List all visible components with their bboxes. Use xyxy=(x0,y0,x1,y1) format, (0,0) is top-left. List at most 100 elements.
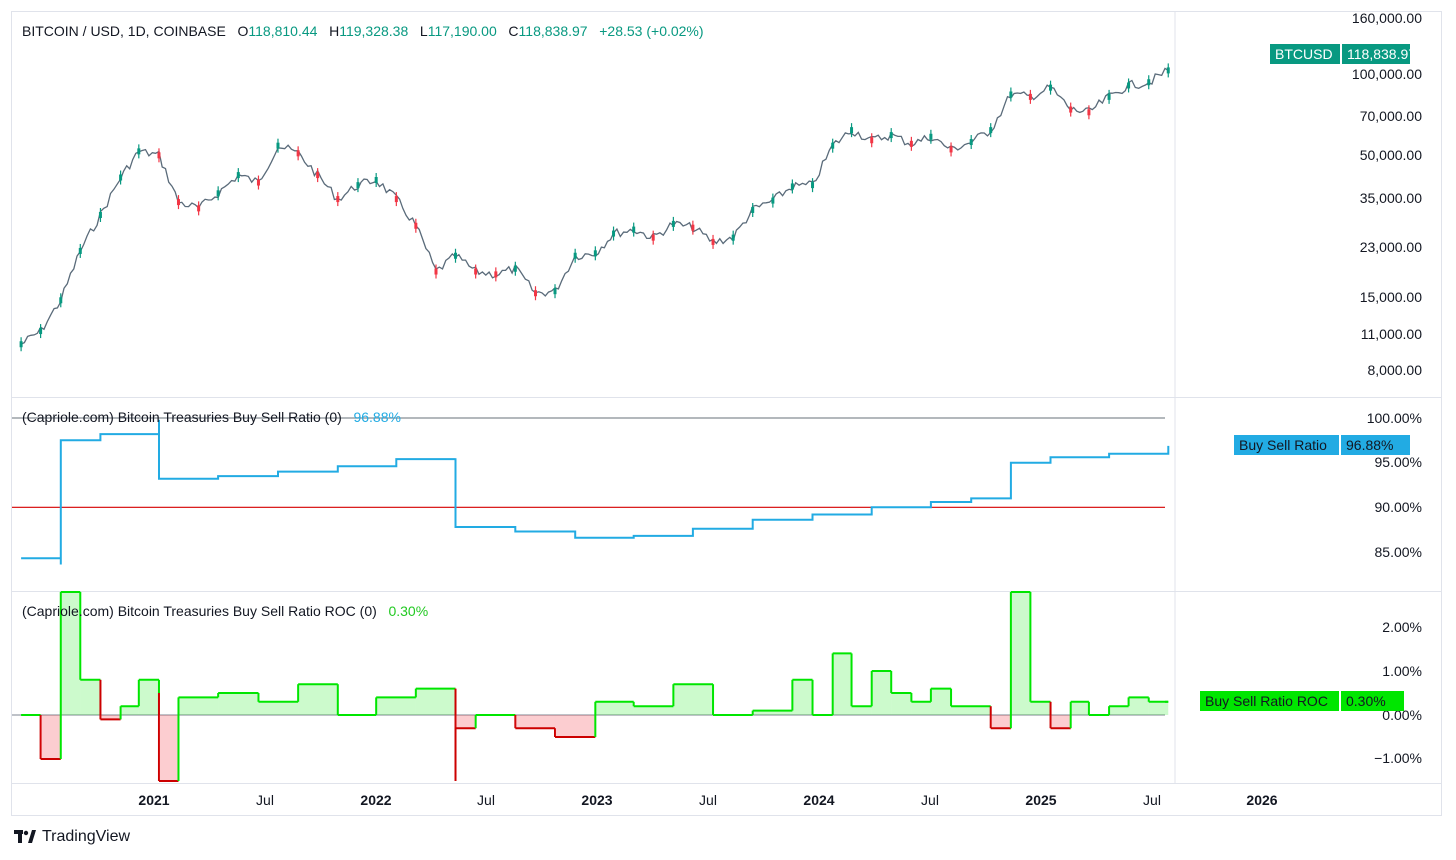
price-candle-body xyxy=(1087,109,1091,116)
bsr-last-value: 96.88% xyxy=(353,409,401,425)
roc-area-segment xyxy=(990,715,1011,729)
roc-area-segment xyxy=(871,671,892,715)
time-label: 2023 xyxy=(581,792,613,808)
price-candle-body xyxy=(790,183,794,190)
price-tick: 15,000.00 xyxy=(1359,289,1422,305)
roc-area-segment xyxy=(515,715,556,729)
tradingview-logo[interactable]: TradingView xyxy=(14,828,130,846)
price-tick: 70,000.00 xyxy=(1359,108,1422,124)
price-tick: 50,000.00 xyxy=(1359,147,1422,163)
time-label: 2026 xyxy=(1246,792,1278,808)
price-candle-body xyxy=(651,234,655,241)
roc-area-segment xyxy=(930,688,952,715)
price-candle-body xyxy=(533,290,537,297)
ohlc-legend: BITCOIN / USD, 1D, COINBASE O118,810.44 … xyxy=(22,23,704,39)
price-candle-body xyxy=(1166,67,1170,74)
price-candle-body xyxy=(414,222,418,229)
price-candle-body xyxy=(356,182,360,189)
roc-area-segment xyxy=(60,592,81,715)
price-tick: 23,000.00 xyxy=(1359,239,1422,255)
price-candle-body xyxy=(1049,84,1053,91)
chart-frame xyxy=(11,11,1442,816)
price-candle-body xyxy=(236,172,240,179)
price-candle-body xyxy=(949,146,953,153)
price-candle-body xyxy=(1069,106,1073,113)
price-candle-body xyxy=(632,226,636,233)
price-candle-body xyxy=(78,247,82,254)
price-candle-body xyxy=(59,297,63,304)
price-candle-body xyxy=(771,197,775,204)
price-tick: 100,000.00 xyxy=(1351,66,1422,82)
high-key: H xyxy=(329,23,340,39)
price-candle-body xyxy=(831,142,835,149)
roc-name-tag: Buy Sell Ratio ROC xyxy=(1200,691,1339,711)
roc-area-segment xyxy=(120,706,139,715)
price-tick: 11,000.00 xyxy=(1360,326,1422,342)
price-candle-body xyxy=(909,140,913,147)
bsr-title[interactable]: (Capriole.com) Bitcoin Treasuries Buy Se… xyxy=(22,409,342,425)
price-candle-body xyxy=(256,179,260,186)
price-candle-body xyxy=(374,177,378,184)
price-candle-body xyxy=(513,265,517,272)
roc-area-segment xyxy=(1070,701,1089,715)
roc-area-segment xyxy=(832,653,852,715)
time-label: 2022 xyxy=(360,792,392,808)
price-candle-body xyxy=(336,196,340,203)
price-candle-body xyxy=(494,271,498,278)
roc-area-segment xyxy=(376,697,416,715)
price-candle-body xyxy=(119,174,123,181)
roc-tick: 2.00% xyxy=(1382,619,1422,635)
bsr-pane-divider xyxy=(11,591,1442,592)
price-candle-body xyxy=(573,252,577,259)
roc-area-segment xyxy=(40,715,61,759)
price-candle-body xyxy=(731,234,735,241)
roc-title[interactable]: (Capriole.com) Bitcoin Treasuries Buy Se… xyxy=(22,603,377,619)
time-label: 2021 xyxy=(138,792,170,808)
roc-area-segment xyxy=(951,706,991,715)
price-tick: 160,000.00 xyxy=(1351,10,1422,26)
time-label: Jul xyxy=(256,792,274,808)
close-key: C xyxy=(508,23,519,39)
roc-area-segment xyxy=(633,706,674,715)
low-key: L xyxy=(419,23,428,39)
roc-tick: −1.00% xyxy=(1374,750,1422,766)
roc-tick: 0.00% xyxy=(1382,707,1422,723)
price-candle-body xyxy=(197,205,201,212)
price-candle-body xyxy=(1028,93,1032,100)
roc-area-segment xyxy=(100,715,121,720)
time-label: 2024 xyxy=(803,792,835,808)
bsr-tick: 95.00% xyxy=(1374,454,1422,470)
btcusd-value-tag: 118,838.97 xyxy=(1342,44,1416,64)
price-candle-body xyxy=(711,238,715,245)
price-candle-body xyxy=(394,196,398,203)
price-candle-body xyxy=(553,288,557,295)
roc-area-segment xyxy=(1030,701,1051,715)
roc-value-tag: 0.30% xyxy=(1341,691,1404,711)
footer-brand: TradingView xyxy=(42,828,131,845)
roc-tick: 1.00% xyxy=(1382,663,1422,679)
roc-area-segment xyxy=(911,701,931,715)
roc-area-segment xyxy=(792,679,813,715)
roc-area-segment xyxy=(298,684,338,715)
price-candle-body xyxy=(1127,82,1131,89)
time-axis-divider xyxy=(11,783,1442,784)
roc-last-value: 0.30% xyxy=(388,603,429,619)
price-candle-body xyxy=(671,220,675,227)
price-candle-body xyxy=(454,252,458,259)
price-candle-body xyxy=(474,268,478,275)
high-value: 119,328.38 xyxy=(339,23,409,39)
price-candle-body xyxy=(850,127,854,134)
close-value: 118,838.97 xyxy=(518,23,588,39)
price-candle-body xyxy=(216,190,220,197)
bsr-legend: (Capriole.com) Bitcoin Treasuries Buy Se… xyxy=(22,409,401,425)
symbol-title[interactable]: BITCOIN / USD, 1D, COINBASE xyxy=(22,23,226,39)
roc-area-segment xyxy=(1128,697,1149,715)
roc-legend: (Capriole.com) Bitcoin Treasuries Buy Se… xyxy=(22,603,428,619)
bsr-tick: 90.00% xyxy=(1374,499,1422,515)
time-label: Jul xyxy=(1143,792,1161,808)
price-candle-body xyxy=(969,139,973,146)
price-candle-body xyxy=(137,148,141,155)
roc-area-segment xyxy=(595,701,634,715)
btc-price-series xyxy=(20,67,1169,345)
